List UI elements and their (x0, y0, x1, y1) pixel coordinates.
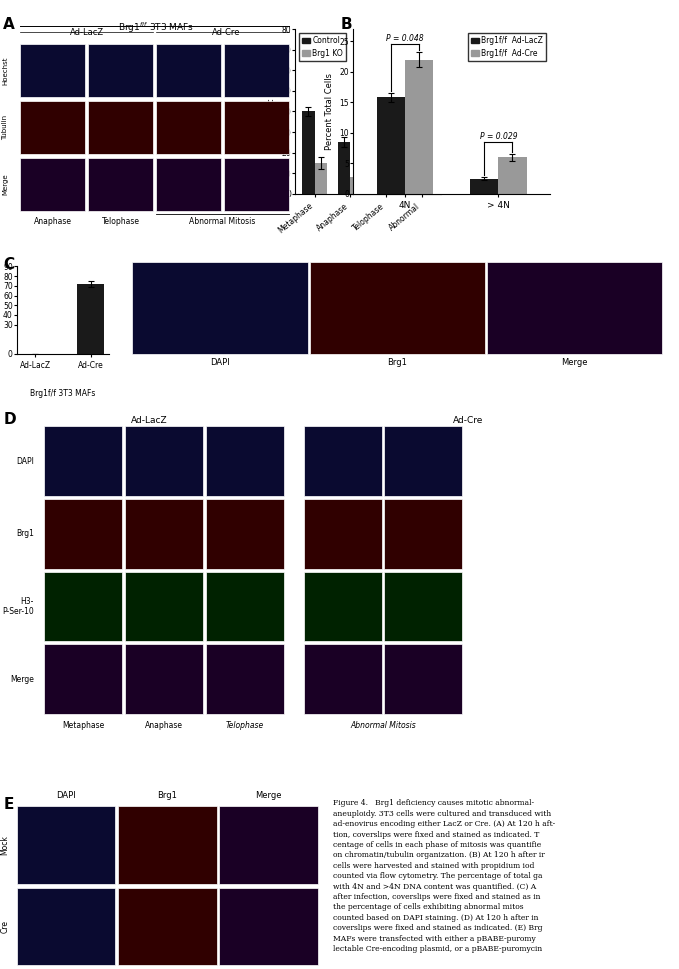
Bar (409, 188, 422, 194)
Text: P = 0.048: P = 0.048 (386, 34, 424, 43)
Bar (405, 59, 433, 194)
Text: Brg1: Brg1 (158, 792, 177, 800)
Text: Telophase: Telophase (102, 217, 139, 226)
Bar (302, 111, 314, 194)
Bar (350, 177, 363, 194)
Bar (386, 167, 399, 194)
Text: Tubulin: Tubulin (3, 115, 8, 140)
Text: Metaphase: Metaphase (62, 721, 105, 730)
Text: Ad-Cre: Ad-Cre (454, 416, 483, 424)
Text: DAPI: DAPI (56, 792, 76, 800)
Bar (77, 284, 105, 354)
Bar (338, 142, 350, 194)
Y-axis label: Percent Total Cells: Percent Total Cells (325, 73, 334, 150)
Y-axis label: % of Mitotic Cells: % of Mitotic Cells (267, 76, 276, 147)
Text: Cre: Cre (0, 920, 10, 933)
Text: Merge: Merge (3, 173, 8, 196)
Text: Figure 4.   Brg1 deficiency causes mitotic abnormal-
aneuploidy. 3T3 cells were : Figure 4. Brg1 deficiency causes mitotic… (333, 799, 555, 953)
Legend: Control, Brg1 KO: Control, Brg1 KO (299, 33, 346, 61)
Text: Anaphase: Anaphase (34, 217, 71, 226)
Text: Brg1: Brg1 (387, 358, 407, 366)
Text: P = 0.029: P = 0.029 (479, 132, 517, 141)
Text: Mock: Mock (0, 835, 10, 855)
Text: Ad-Cre: Ad-Cre (212, 28, 240, 37)
Text: E: E (3, 797, 14, 811)
Text: Ad-LacZ: Ad-LacZ (131, 416, 168, 424)
Bar (471, 178, 498, 194)
Bar (422, 62, 435, 194)
Text: Abnormal Mitosis: Abnormal Mitosis (189, 217, 255, 226)
Text: DAPI: DAPI (16, 456, 34, 466)
Text: Merge: Merge (10, 674, 34, 684)
Text: Abnormal Mitosis: Abnormal Mitosis (350, 721, 416, 730)
Text: A: A (3, 17, 15, 32)
Bar (498, 157, 526, 194)
Text: C: C (3, 257, 14, 271)
Legend: Brg1f/f  Ad-LacZ, Brg1f/f  Ad-Cre: Brg1f/f Ad-LacZ, Brg1f/f Ad-Cre (469, 33, 546, 61)
Bar (373, 128, 386, 194)
Text: D: D (3, 412, 16, 426)
Text: Merge: Merge (561, 358, 588, 366)
Text: Telophase: Telophase (225, 721, 264, 730)
Text: H3-
P-Ser-10: H3- P-Ser-10 (2, 597, 34, 616)
Bar (314, 163, 327, 194)
Text: B: B (341, 17, 352, 32)
Text: Brg1$^{f/f}$ 3T3 MAFs: Brg1$^{f/f}$ 3T3 MAFs (118, 20, 194, 35)
Text: Hoechst: Hoechst (3, 56, 8, 84)
Text: DAPI: DAPI (210, 358, 230, 366)
Text: Merge: Merge (255, 792, 282, 800)
Text: Anaphase: Anaphase (145, 721, 183, 730)
Text: Brg1: Brg1 (16, 529, 34, 539)
Bar (377, 98, 405, 194)
Text: Brg1f/f 3T3 MAFs: Brg1f/f 3T3 MAFs (30, 389, 96, 397)
Text: Ad-LacZ: Ad-LacZ (69, 28, 104, 37)
